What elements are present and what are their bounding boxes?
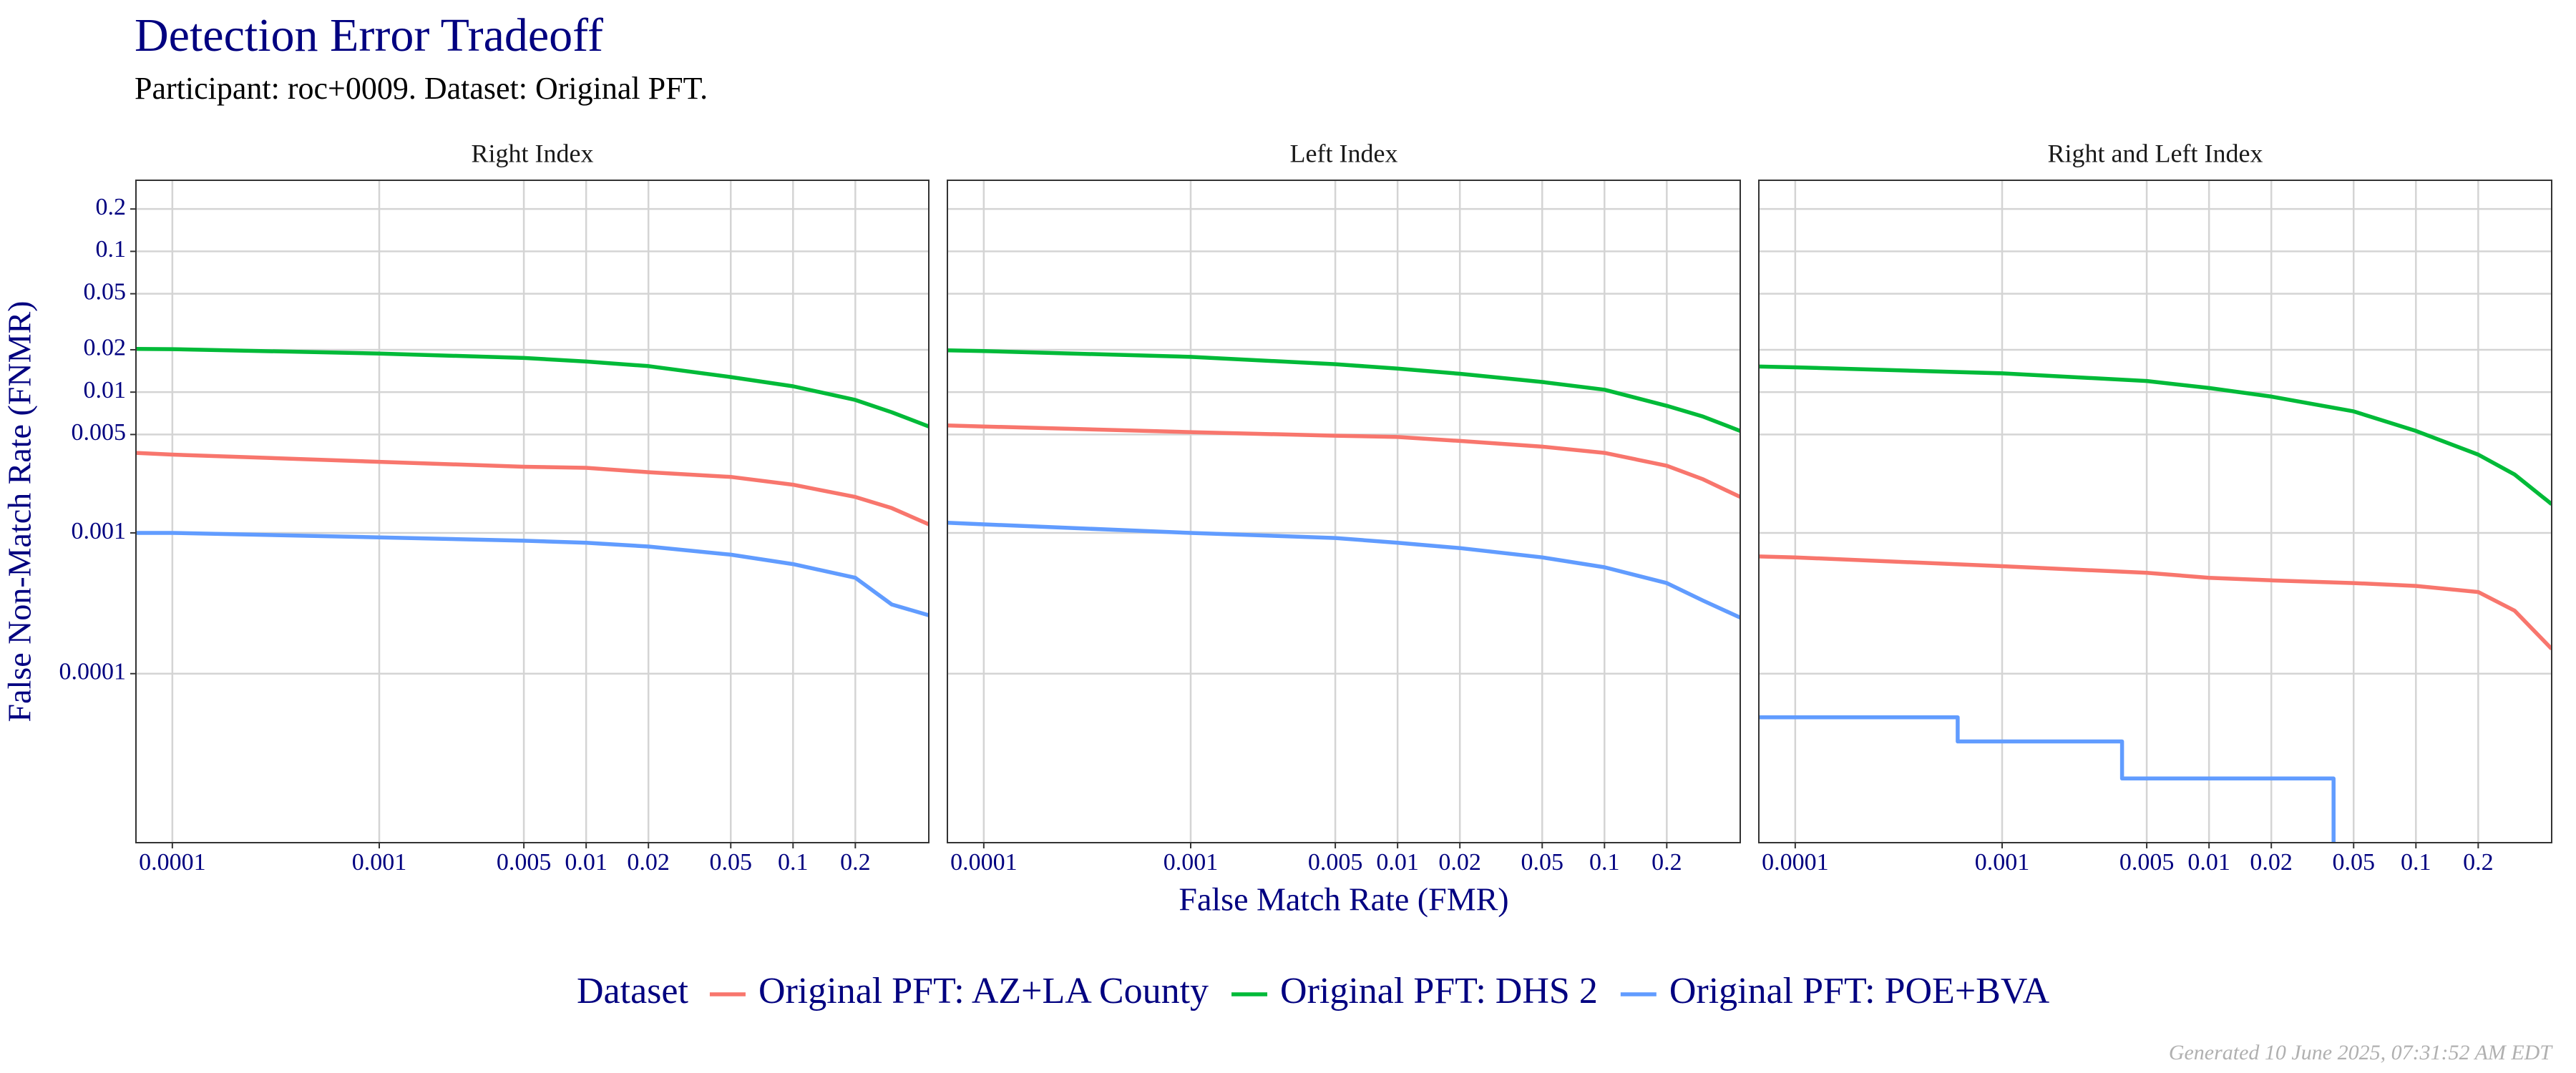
x-tick-label: 0.1 — [2401, 849, 2431, 876]
legend-label: Original PFT: DHS 2 — [1280, 971, 1598, 1011]
x-tick-label: 0.01 — [565, 849, 608, 876]
x-tick-label: 0.1 — [1589, 849, 1620, 876]
x-tick-label: 0.05 — [710, 849, 753, 876]
y-tick-label: 0.001 — [72, 518, 127, 544]
x-tick-label: 0.02 — [1438, 849, 1481, 876]
panel-border — [1758, 180, 2552, 843]
series-line — [1759, 554, 2552, 651]
x-tick-label: 0.01 — [1376, 849, 1419, 876]
x-tick-label: 0.05 — [2333, 849, 2376, 876]
legend-title: Dataset — [577, 971, 688, 1011]
y-tick-label: 0.005 — [72, 419, 127, 446]
x-tick-label: 0.005 — [497, 849, 552, 876]
x-tick-label: 0.2 — [1652, 849, 1682, 876]
x-tick-label: 0.1 — [778, 849, 809, 876]
legend-label: Original PFT: AZ+LA County — [758, 971, 1209, 1011]
y-tick-label: 0.1 — [96, 236, 127, 263]
facet-title: Left Index — [1290, 139, 1398, 167]
x-tick-label: 0.2 — [840, 849, 871, 876]
panel-border — [135, 180, 930, 843]
x-tick-label: 0.02 — [2250, 849, 2293, 876]
x-tick-label: 0.005 — [1308, 849, 1363, 876]
x-axis-label: False Match Rate (FMR) — [1179, 881, 1508, 918]
x-tick-label: 0.05 — [1521, 849, 1564, 876]
x-tick-label: 0.001 — [352, 849, 407, 876]
y-tick-label: 0.0001 — [59, 659, 127, 685]
x-tick-label: 0.01 — [2187, 849, 2230, 876]
series-line — [947, 423, 1740, 499]
facet-title: Right and Left Index — [2048, 139, 2263, 167]
panel — [1759, 180, 2552, 843]
series-line — [947, 348, 1740, 433]
x-tick-label: 0.005 — [2119, 849, 2175, 876]
legend-label: Original PFT: POE+BVA — [1669, 971, 2050, 1011]
panel-border — [947, 180, 1741, 843]
panel — [136, 180, 929, 843]
y-axis-label: False Non-Match Rate (FNMR) — [1, 301, 38, 722]
chart-subtitle: Participant: roc+0009. Dataset: Original… — [135, 71, 708, 106]
series-line — [1759, 364, 2552, 506]
series-line — [136, 451, 929, 526]
legend: Dataset Original PFT: AZ+LA County Origin… — [577, 971, 2050, 1011]
x-tick-label: 0.02 — [627, 849, 670, 876]
series-line — [1759, 715, 2336, 843]
y-tick-label: 0.2 — [96, 194, 127, 220]
series-line — [947, 521, 1740, 619]
x-tick-label: 0.0001 — [950, 849, 1018, 876]
x-tick-label: 0.0001 — [1762, 849, 1829, 876]
y-tick-label: 0.05 — [84, 278, 127, 305]
facet-title: Right Index — [472, 139, 594, 167]
series-line — [136, 346, 929, 428]
chart-title: Detection Error Tradeoff — [135, 9, 603, 62]
x-tick-label: 0.001 — [1163, 849, 1219, 876]
x-tick-label: 0.0001 — [139, 849, 206, 876]
y-tick-label: 0.02 — [84, 335, 127, 361]
panel — [947, 180, 1740, 843]
x-tick-label: 0.001 — [1975, 849, 2030, 876]
y-tick-label: 0.01 — [84, 377, 127, 403]
x-tick-label: 0.2 — [2463, 849, 2494, 876]
series-line — [136, 531, 929, 617]
footer: Generated 10 June 2025, 07:31:52 AM EDT — [2169, 1041, 2553, 1064]
